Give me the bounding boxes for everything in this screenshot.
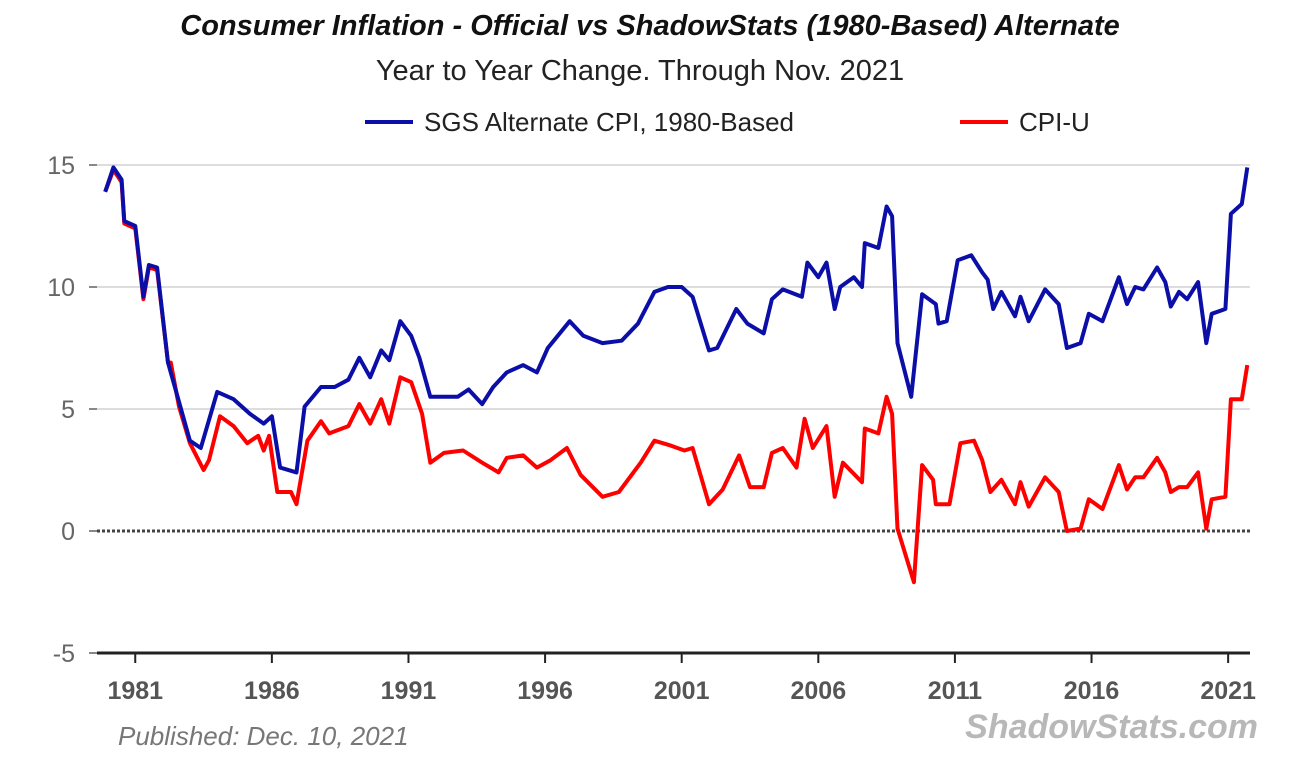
x-tick-label: 1991	[381, 677, 437, 705]
x-axis: 1981 1986 1991 1996 2001 2006 2011 2016 2021	[97, 651, 1256, 705]
y-axis: -5 0 5 10 15	[47, 152, 97, 668]
x-tick-label: 2016	[1064, 677, 1120, 705]
y-tick-label: 0	[61, 518, 75, 546]
x-tick-label: 1981	[107, 677, 163, 705]
chart-title: Consumer Inflation - Official vs ShadowS…	[180, 10, 1120, 42]
x-tick-label: 2006	[790, 677, 846, 705]
shadowstats-watermark: ShadowStats.com	[965, 708, 1258, 746]
legend-label-sgs: SGS Alternate CPI, 1980-Based	[424, 107, 794, 137]
x-tick-label: 1986	[244, 677, 300, 705]
legend-label-cpiu: CPI-U	[1019, 107, 1090, 137]
series-lines	[103, 165, 1250, 585]
gridlines	[97, 164, 1250, 533]
x-tick-label: 2011	[928, 677, 982, 705]
series-line-cpi-u	[103, 167, 1250, 585]
chart-subtitle: Year to Year Change. Through Nov. 2021	[376, 55, 904, 87]
y-tick-label: 15	[47, 152, 75, 180]
y-tick-label: 5	[61, 396, 75, 424]
y-tick-label: 10	[47, 274, 75, 302]
y-tick-label: -5	[53, 640, 75, 668]
series-line-sgs-alternate-cpi	[103, 165, 1250, 475]
x-tick-label: 2021	[1200, 677, 1256, 705]
published-date: Published: Dec. 10, 2021	[118, 721, 409, 751]
x-tick-label: 1996	[517, 677, 573, 705]
x-tick-label: 2001	[654, 677, 710, 705]
legend: SGS Alternate CPI, 1980-Based CPI-U	[365, 107, 1090, 137]
